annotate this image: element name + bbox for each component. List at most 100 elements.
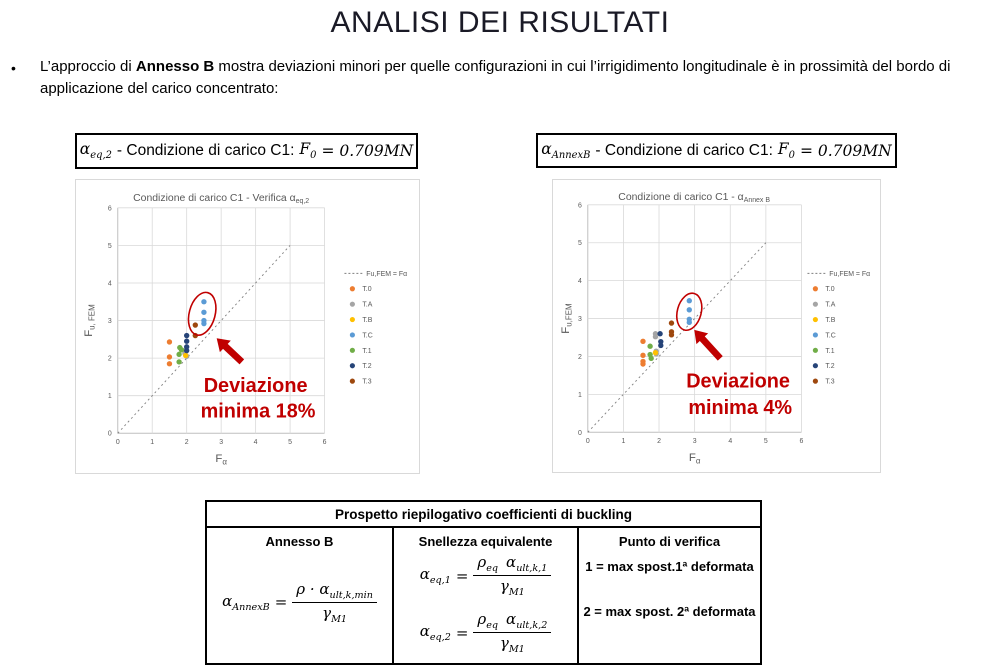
f0-symbol: F0	[299, 140, 317, 162]
svg-text:2: 2	[185, 439, 189, 446]
deviation-annotation: Deviazione minima 4%	[675, 292, 792, 419]
alpha-eq1-formula: αeq,1 = ρeq αult,k,1 γM1	[420, 553, 552, 598]
svg-text:2: 2	[578, 354, 582, 361]
svg-text:6: 6	[108, 205, 112, 212]
highlight-ellipse	[675, 292, 703, 332]
svg-text:T.1: T.1	[825, 348, 834, 355]
svg-text:3: 3	[108, 318, 112, 325]
svg-text:5: 5	[288, 439, 292, 446]
svg-text:T.3: T.3	[362, 379, 371, 386]
buckling-summary-table: Prospetto riepilogativo coefficienti di …	[205, 500, 762, 665]
svg-text:T.1: T.1	[362, 348, 371, 355]
red-arrow	[216, 338, 245, 365]
svg-text:3: 3	[693, 438, 697, 445]
left-scatter-chart: 00 1 1 2 2 3 3 4 4 5 5 6 6 Condizione di carico C1 - …	[83, 193, 407, 467]
left-scatter-chart-panel: 0 0 1 1 2 2 3 3 4 4 5 5 6 6 Condizione di carico C1 - …	[75, 179, 420, 474]
red-arrow	[694, 329, 723, 361]
series-T.B	[182, 352, 189, 359]
bullet-text-pre: L’approccio di	[40, 58, 136, 75]
svg-text:3: 3	[219, 439, 223, 446]
series-T.C	[686, 298, 692, 326]
svg-text:Fu,FEM = Fα: Fu,FEM = Fα	[366, 271, 407, 278]
deviation-label-line1: Deviazione	[686, 371, 790, 393]
alpha-eq2-formula: αeq,2 = ρeq αult,k,2 γM1	[420, 610, 552, 655]
table-cell-punto-verifica: Punto di verifica 1 = max spost.1ª defor…	[577, 528, 760, 663]
column-header-punto-verifica: Punto di verifica	[618, 534, 721, 549]
bullet-text: L’approccio di Annesso B mostra deviazio…	[40, 56, 964, 100]
left-header-text: - Condizione di carico C1:	[116, 142, 295, 159]
series-T.3	[668, 320, 675, 338]
verify-point-2: 2 = max spost. 2ª deformata	[583, 604, 756, 619]
right-scatter-chart-panel: 0 0 1 1 2 2 3 3 4 4 5 5 6 6 Condizione di carico C1 - …	[552, 179, 881, 473]
highlight-ellipse	[187, 291, 217, 336]
svg-text:T.A: T.A	[362, 302, 372, 309]
svg-text:T.C: T.C	[362, 332, 372, 339]
table-title: Prospetto riepilogativo coefficienti di …	[207, 502, 760, 528]
svg-text:1: 1	[621, 438, 625, 445]
svg-text:2: 2	[657, 438, 661, 445]
x-axis-label: Fα	[215, 453, 227, 466]
svg-text:0: 0	[108, 431, 112, 438]
series-T.C	[201, 299, 207, 327]
series-T.B	[652, 349, 659, 356]
alpha-annexb-symbol: αAnnexB	[541, 139, 591, 162]
deviation-label-line2: minima 18%	[201, 400, 316, 422]
svg-text:1: 1	[578, 392, 582, 399]
svg-text:4: 4	[108, 280, 112, 287]
svg-text:5: 5	[578, 240, 582, 247]
x-axis-label: Fα	[689, 452, 701, 465]
svg-text:T.2: T.2	[362, 363, 371, 370]
deviation-label-line1: Deviazione	[204, 375, 308, 397]
svg-text:6: 6	[578, 202, 582, 209]
svg-text:6: 6	[323, 439, 327, 446]
svg-text:4: 4	[254, 439, 258, 446]
page-title: ANALISI DEI RISULTATI	[330, 6, 670, 39]
series-T.2	[184, 332, 190, 354]
svg-text:4: 4	[578, 278, 582, 285]
alpha-eq2-symbol: αeq,2	[79, 140, 112, 162]
series-T.2	[657, 331, 664, 349]
legend: Fu,FEM = Fα T.0 T.A T.B T.C T.1 T.2 T.3	[344, 271, 407, 386]
table-cell-annesso-b: Annesso B αAnnexB = ρ · αult,k,min γM1	[207, 528, 392, 663]
gridlines: 00 1 1 2 2 3 3 4 4 5 5 6 6	[108, 205, 327, 446]
svg-text:Fu,FEM = Fα: Fu,FEM = Fα	[829, 271, 870, 278]
right-header-text: - Condizione di carico C1:	[595, 141, 773, 159]
f0-symbol: F0	[777, 139, 795, 162]
svg-text:0: 0	[586, 438, 590, 445]
svg-text:5: 5	[764, 438, 768, 445]
deviation-annotation: Deviazione minima 18%	[187, 291, 316, 422]
chart-title: Condizione di carico C1 - Verifica αeq,2	[133, 193, 309, 205]
svg-text:3: 3	[578, 316, 582, 323]
y-axis-label: Fu,FEM	[560, 303, 573, 333]
svg-text:T.3: T.3	[825, 379, 834, 386]
svg-text:T.2: T.2	[825, 363, 834, 370]
legend: Fu,FEM = Fα T.0 T.A T.B T.C T.1 T.2 T.3	[807, 271, 870, 386]
svg-text:T.C: T.C	[825, 332, 835, 339]
svg-text:2: 2	[108, 356, 112, 363]
svg-text:T.0: T.0	[825, 286, 834, 293]
deviation-label-line2: minima 4%	[688, 397, 792, 419]
svg-text:T.A: T.A	[825, 302, 835, 309]
identity-line	[587, 242, 767, 433]
svg-text:1: 1	[108, 393, 112, 400]
verify-point-1: 1 = max spost.1ª deformata	[585, 559, 754, 574]
y-axis-label: Fu, FEM	[83, 304, 96, 337]
series-T.1	[176, 344, 185, 365]
svg-text:5: 5	[108, 243, 112, 250]
bullet-marker: •	[11, 60, 16, 76]
svg-text:6: 6	[800, 438, 804, 445]
column-header-annesso-b: Annesso B	[265, 534, 334, 549]
left-header-value: = 0.709MN	[321, 142, 414, 160]
right-chart-header-box: αAnnexB - Condizione di carico C1: F0 = …	[536, 133, 897, 168]
left-chart-header-box: αeq,2 - Condizione di carico C1: F0 = 0.…	[75, 133, 418, 169]
gridlines: 00 1 1 2 2 3 3 4 4 5 5 6 6	[578, 202, 804, 445]
svg-text:1: 1	[150, 439, 154, 446]
table-cell-snellezza: Snellezza equivalente αeq,1 = ρeq αult,k,…	[392, 528, 577, 663]
column-header-snellezza: Snellezza equivalente	[418, 534, 553, 549]
right-header-value: = 0.709MN	[799, 141, 892, 160]
series-T.0	[166, 339, 173, 367]
svg-text:T.B: T.B	[362, 317, 372, 324]
series-T.0	[640, 338, 646, 367]
svg-text:0: 0	[578, 430, 582, 437]
series-T.3	[192, 322, 198, 339]
